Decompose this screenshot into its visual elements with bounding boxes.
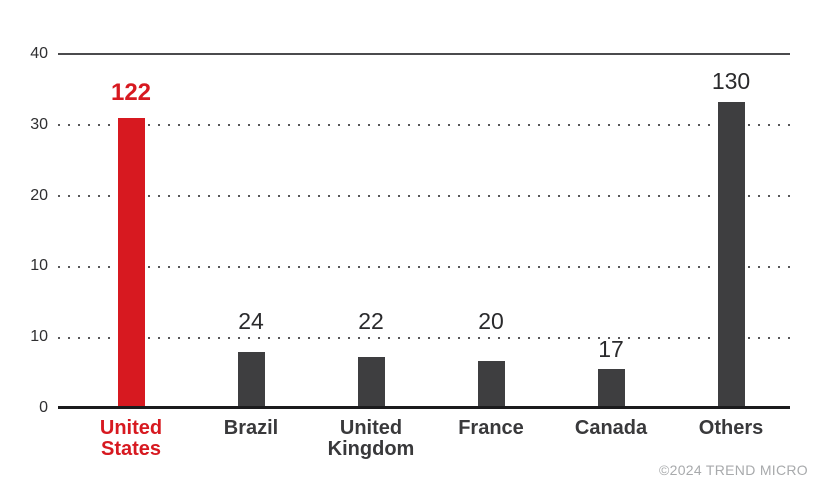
bar-france [477, 361, 505, 408]
y-axis-tick-label: 20 [30, 187, 48, 204]
x-axis-label-united-states: States [100, 438, 162, 460]
value-label: 130 [711, 68, 751, 94]
copyright-credit: ©2024 TREND MICRO [659, 462, 808, 478]
x-axis-label-united-kingdom: Kingdom [327, 438, 415, 460]
x-axis-label-united-kingdom: United [339, 417, 403, 439]
y-axis-tick-label: 10 [30, 328, 48, 345]
y-axis-tick-label: 40 [30, 45, 48, 62]
bar-canada [597, 369, 625, 408]
bar-united-kingdom [357, 357, 385, 408]
value-label: 17 [598, 336, 624, 362]
gridline-top [58, 53, 790, 55]
y-axis-tick-label: 0 [39, 399, 48, 416]
x-axis-label-others: Others [698, 417, 764, 439]
x-axis-label-united-states: United [99, 417, 163, 439]
value-label: 24 [238, 308, 264, 334]
y-axis-tick-label: 30 [30, 116, 48, 133]
y-axis-tick-label: 10 [30, 257, 48, 274]
gridline-dotted-2 [58, 266, 790, 268]
value-label: 20 [478, 308, 504, 334]
bar-united-states [117, 118, 145, 408]
gridline-dotted-1 [58, 195, 790, 197]
value-label: 122 [110, 79, 152, 106]
bar-others [717, 102, 745, 408]
gridline-dotted-3 [58, 337, 790, 339]
x-axis-label-france: France [458, 417, 524, 439]
x-axis-line [58, 406, 790, 409]
x-axis-label-brazil: Brazil [223, 417, 279, 439]
gridline-dotted-0 [58, 124, 790, 126]
bar-brazil [237, 352, 265, 408]
value-label: 22 [358, 308, 384, 334]
x-axis-label-canada: Canada [574, 417, 648, 439]
